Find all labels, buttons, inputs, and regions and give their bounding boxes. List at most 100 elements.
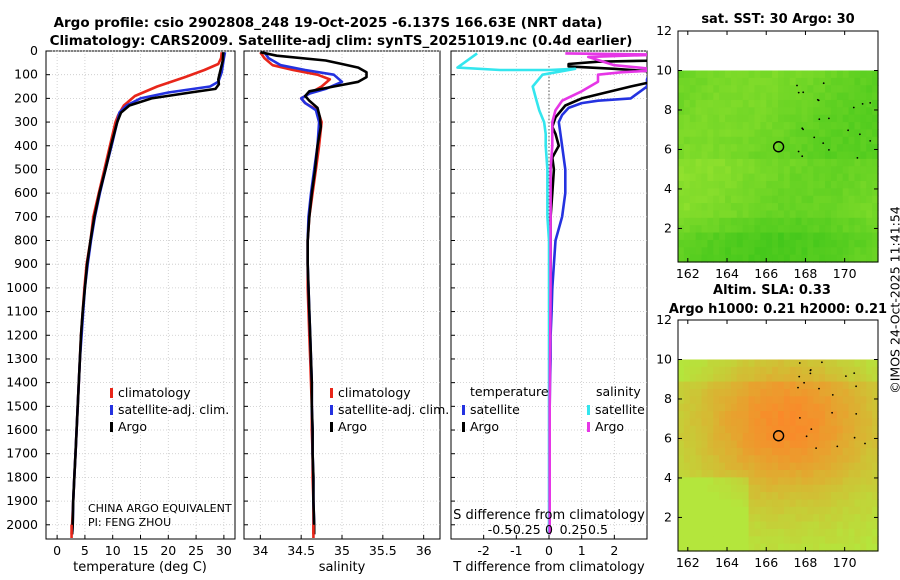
heatmap-cell [860,528,867,537]
heatmap-cell [825,188,832,197]
heatmap-cell [807,129,814,138]
heatmap-cell [713,359,720,368]
heatmap-cell [825,381,832,390]
heatmap-cell [683,455,691,464]
heatmap-cell [683,217,691,226]
heatmap-cell [778,388,785,397]
heatmap-cell [801,195,809,204]
heatmap-cell [866,403,873,412]
heatmap-cell [766,447,773,456]
heatmap-cell [760,543,767,552]
heatmap-cell [730,122,738,131]
heatmap-cell [683,239,691,248]
heatmap-cell [872,210,879,219]
heatmap-cell [695,180,703,189]
legend-label-argo: Argo [338,419,367,434]
heatmap-cell [760,232,767,241]
series-line-satellite-adj-clim- [70,51,227,535]
y-tick-label: 8 [664,102,672,117]
heatmap-cell [848,469,856,478]
heatmap-cell [860,506,867,515]
heatmap-cell [725,129,732,138]
heatmap-cell [742,195,750,204]
heatmap-cell [819,521,826,530]
heatmap-cell [713,195,720,204]
heatmap-cell [766,247,773,256]
heatmap-cell [707,528,714,537]
heatmap-cell [819,217,826,226]
heatmap-cell [789,122,797,131]
heatmap-cell [766,425,773,434]
heatmap-cell [689,462,697,471]
heatmap-cell [836,166,844,175]
heatmap-cell [842,129,850,138]
heatmap-cell [801,180,809,189]
y-tick-label: 2000 [6,517,38,532]
heatmap-cell [707,210,714,219]
sla-map-title: Altim. SLA: 0.33 [713,283,831,298]
heatmap-cell [683,536,691,545]
heatmap-cell [830,247,838,256]
heatmap-cell [842,469,850,478]
heatmap-cell [825,166,832,175]
heatmap-cell [778,403,785,412]
heatmap-cell [866,210,873,219]
heatmap-cell [748,203,756,212]
y-tick-label: 10 [656,62,672,77]
heatmap-cell [725,484,732,493]
heatmap-cell [801,499,809,508]
heatmap-cell [848,107,856,116]
heatmap-cell [825,122,832,131]
heatmap-cell [842,70,850,79]
heatmap-cell [872,217,879,226]
heatmap-cell [836,107,844,116]
heatmap-cell [830,425,838,434]
heatmap-cell [689,469,697,478]
heatmap-cell [689,92,697,101]
heatmap-cell [701,122,709,131]
heatmap-cell [801,136,809,145]
heatmap-cell [789,247,797,256]
heatmap-cell [695,188,703,197]
island-dot [799,417,801,419]
heatmap-cell [689,173,697,182]
heatmap-cell [707,536,714,545]
heatmap-cell [830,225,838,234]
heatmap-cell [754,129,761,138]
heatmap-cell [754,514,761,523]
island-dot [822,82,825,85]
heatmap-cell [683,506,691,515]
heatmap-cell [689,506,697,515]
heatmap-cell [795,366,803,375]
heatmap-cell [719,359,726,368]
heatmap-cell [772,217,779,226]
heatmap-cell [701,114,709,123]
heatmap-cell [689,107,697,116]
heatmap-cell [854,528,861,537]
heatmap-cell [766,225,773,234]
heatmap-cell [730,484,738,493]
heatmap-cell [819,381,826,390]
heatmap-cell [736,122,744,131]
heatmap-cell [683,396,691,405]
heatmap-cell [807,225,814,234]
sla-map-subtitle: Argo h1000: 0.21 h2000: 0.21 [669,302,887,317]
heatmap-cell [701,492,709,501]
heatmap-cell [854,469,861,478]
heatmap-cell [842,396,850,405]
heatmap-cell [754,521,761,530]
heatmap-cell [836,477,844,486]
heatmap-cell [819,506,826,515]
heatmap-cell [766,514,773,523]
heatmap-cell [772,166,779,175]
heatmap-cell [842,455,850,464]
heatmap-cell [713,462,720,471]
series-line-t-satellite [548,75,647,535]
heatmap-cell [807,447,814,456]
heatmap-cell [748,136,756,145]
heatmap-cell [695,521,703,530]
heatmap-cell [772,70,779,79]
heatmap-cell [760,203,767,212]
heatmap-cell [830,122,838,131]
heatmap-cell [842,210,850,219]
